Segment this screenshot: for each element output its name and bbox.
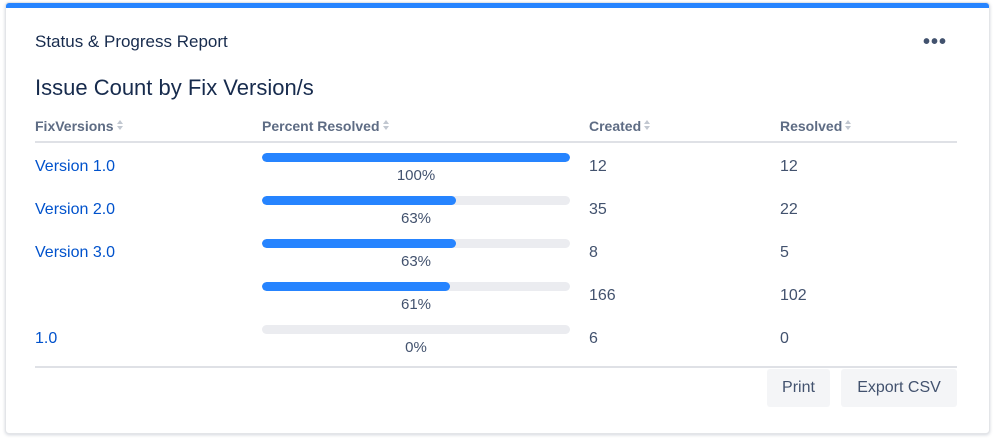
issue-count-table: FixVersions Percent Resolved Created Res…	[35, 111, 957, 368]
column-header-label: FixVersions	[35, 118, 114, 134]
percent-label: 100%	[396, 167, 436, 184]
progress-bar	[262, 153, 570, 162]
table-row: 61% 166 102	[35, 280, 957, 323]
table-row: Version 2.0 63% 35 22	[35, 194, 957, 237]
progress-bar	[262, 325, 570, 334]
progress-bar	[262, 196, 570, 205]
progress-bar-fill	[262, 153, 570, 162]
table-row: Version 1.0 100% 12 12	[35, 151, 957, 194]
percent-label: 61%	[400, 296, 432, 313]
progress-bar	[262, 282, 570, 291]
gadget-accent-bar	[6, 3, 989, 8]
percent-label: 0%	[405, 339, 427, 356]
report-title: Issue Count by Fix Version/s	[35, 75, 314, 100]
column-header-fixversions[interactable]: FixVersions	[35, 118, 124, 134]
created-count: 8	[589, 244, 598, 261]
version-link[interactable]: Version 1.0	[35, 158, 116, 175]
table-body: Version 1.0 100% 12 12 Version 2.0 63%	[35, 151, 957, 366]
more-horizontal-icon: •••	[922, 31, 947, 53]
column-header-percent-resolved[interactable]: Percent Resolved	[262, 118, 390, 134]
column-header-created[interactable]: Created	[589, 118, 651, 134]
column-header-label: Percent Resolved	[262, 118, 380, 134]
sort-icon	[644, 119, 651, 131]
gadget-title: Status & Progress Report	[35, 32, 228, 51]
version-link[interactable]: Version 2.0	[35, 201, 116, 218]
gadget-card: Status & Progress Report ••• Issue Count…	[5, 2, 990, 434]
resolved-count: 12	[780, 158, 798, 175]
percent-label: 63%	[400, 253, 432, 270]
table-footer-divider	[35, 366, 957, 368]
sort-icon	[382, 119, 390, 131]
column-header-label: Resolved	[780, 118, 843, 134]
table-row: Version 3.0 63% 8 5	[35, 237, 957, 280]
created-count: 12	[589, 158, 607, 175]
sort-icon	[116, 119, 124, 131]
created-count: 35	[589, 201, 607, 218]
export-csv-button[interactable]: Export CSV	[841, 369, 957, 407]
progress-bar-fill	[262, 239, 457, 248]
created-count: 6	[589, 330, 598, 347]
resolved-count: 0	[780, 330, 789, 347]
progress-bar-fill	[262, 282, 450, 291]
sort-icon	[845, 119, 852, 131]
table-row: 1.0 0% 6 0	[35, 323, 957, 366]
progress-bar	[262, 239, 570, 248]
more-options-button[interactable]: •••	[918, 29, 952, 55]
column-header-label: Created	[589, 118, 642, 134]
created-count: 166	[589, 287, 616, 304]
percent-label: 63%	[400, 210, 432, 227]
progress-bar-fill	[262, 196, 457, 205]
table-header: FixVersions Percent Resolved Created Res…	[35, 111, 957, 143]
version-link[interactable]: Version 3.0	[35, 244, 116, 261]
column-header-resolved[interactable]: Resolved	[780, 118, 852, 134]
resolved-count: 102	[780, 287, 807, 304]
resolved-count: 22	[780, 201, 798, 218]
version-link[interactable]: 1.0	[35, 330, 58, 347]
resolved-count: 5	[780, 244, 789, 261]
print-button[interactable]: Print	[767, 369, 830, 407]
